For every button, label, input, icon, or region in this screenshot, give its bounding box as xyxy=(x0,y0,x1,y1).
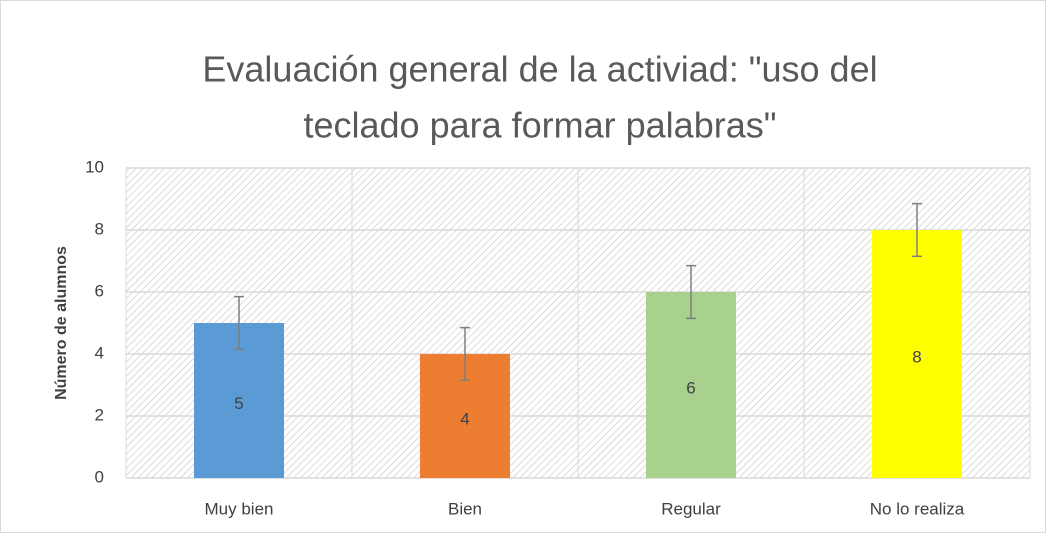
chart-title: Evaluación general de la activiad: "uso … xyxy=(202,49,877,90)
value-label: 5 xyxy=(234,394,243,413)
x-tick-label: Bien xyxy=(448,499,482,518)
y-tick-label: 10 xyxy=(85,157,104,176)
bar xyxy=(646,292,736,478)
y-tick-label: 4 xyxy=(95,343,104,362)
value-label: 8 xyxy=(912,347,921,366)
x-tick-label: Regular xyxy=(661,499,721,518)
value-label: 6 xyxy=(686,378,695,397)
x-tick-label: Muy bien xyxy=(205,499,274,518)
x-tick-label: No lo realiza xyxy=(870,499,965,518)
y-axis-title: Número de alumnos xyxy=(53,246,70,400)
bar xyxy=(872,230,962,478)
value-label: 4 xyxy=(460,409,469,428)
y-tick-label: 0 xyxy=(95,467,104,486)
y-tick-label: 2 xyxy=(95,405,104,424)
chart-title: teclado para formar palabras" xyxy=(303,105,776,146)
y-tick-label: 8 xyxy=(95,219,104,238)
y-tick-label: 6 xyxy=(95,281,104,300)
